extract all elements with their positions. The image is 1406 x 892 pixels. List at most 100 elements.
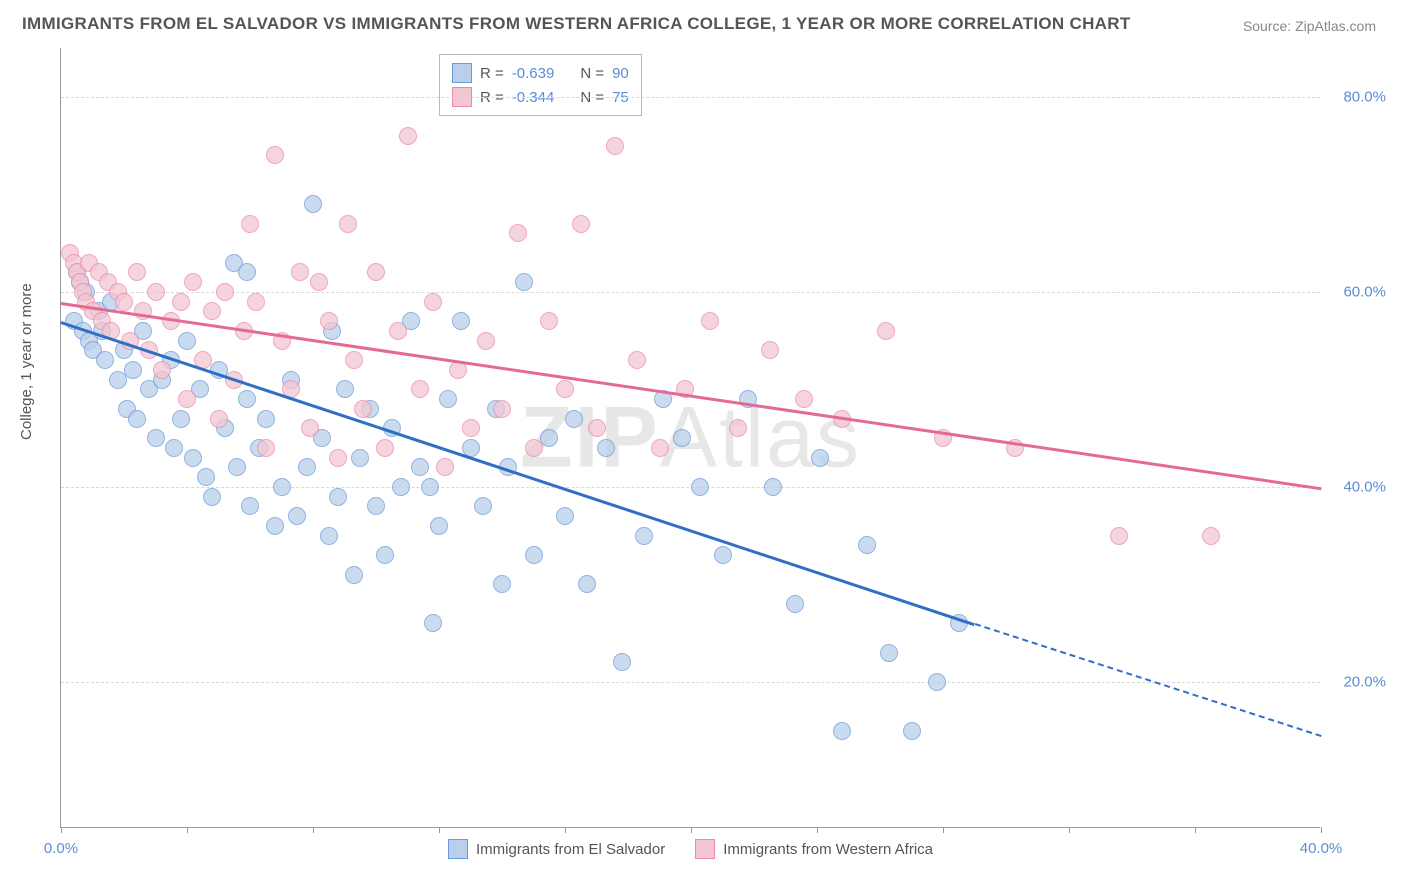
data-point [795, 390, 813, 408]
trend-line-extrapolated [974, 623, 1321, 737]
data-point [764, 478, 782, 496]
data-point [515, 273, 533, 291]
x-tick [1321, 827, 1322, 833]
data-point [288, 507, 306, 525]
data-point [392, 478, 410, 496]
data-point [203, 488, 221, 506]
data-point [474, 497, 492, 515]
x-tick [187, 827, 188, 833]
data-point [556, 507, 574, 525]
data-point [291, 263, 309, 281]
data-point [928, 673, 946, 691]
data-point [241, 215, 259, 233]
data-point [903, 722, 921, 740]
series-legend-2: Immigrants from Western Africa [695, 839, 933, 859]
data-point [877, 322, 895, 340]
data-point [477, 332, 495, 350]
x-tick-label: 40.0% [1300, 840, 1343, 857]
series-name-1: Immigrants from El Salvador [476, 841, 665, 858]
data-point [597, 439, 615, 457]
data-point [257, 439, 275, 457]
series-legend: Immigrants from El Salvador Immigrants f… [61, 839, 1320, 859]
y-axis-title: College, 1 year or more [18, 283, 35, 440]
data-point [651, 439, 669, 457]
data-point [345, 351, 363, 369]
data-point [147, 283, 165, 301]
data-point [165, 439, 183, 457]
data-point [421, 478, 439, 496]
r-value-1: -0.639 [512, 65, 555, 82]
data-point [128, 263, 146, 281]
data-point [880, 644, 898, 662]
source-label: Source: ZipAtlas.com [1243, 18, 1376, 34]
data-point [424, 293, 442, 311]
series-name-2: Immigrants from Western Africa [723, 841, 933, 858]
data-point [178, 390, 196, 408]
data-point [540, 429, 558, 447]
x-tick [943, 827, 944, 833]
data-point [241, 497, 259, 515]
data-point [613, 653, 631, 671]
data-point [376, 546, 394, 564]
x-tick [1195, 827, 1196, 833]
data-point [367, 263, 385, 281]
data-point [210, 410, 228, 428]
data-point [588, 419, 606, 437]
data-point [184, 449, 202, 467]
data-point [147, 429, 165, 447]
data-point [635, 527, 653, 545]
data-point [673, 429, 691, 447]
data-point [424, 614, 442, 632]
data-point [197, 468, 215, 486]
data-point [1110, 527, 1128, 545]
data-point [238, 390, 256, 408]
data-point [172, 293, 190, 311]
data-point [320, 527, 338, 545]
x-tick [61, 827, 62, 833]
data-point [833, 722, 851, 740]
gridline [61, 292, 1320, 293]
data-point [462, 419, 480, 437]
data-point [556, 380, 574, 398]
data-point [257, 410, 275, 428]
data-point [304, 195, 322, 213]
legend-row-1: R = -0.639 N = 90 [452, 61, 629, 85]
data-point [336, 380, 354, 398]
data-point [273, 478, 291, 496]
y-tick-label: 20.0% [1343, 673, 1386, 690]
data-point [172, 410, 190, 428]
chart-title: IMMIGRANTS FROM EL SALVADOR VS IMMIGRANT… [22, 14, 1131, 34]
x-tick [313, 827, 314, 833]
data-point [858, 536, 876, 554]
data-point [628, 351, 646, 369]
legend-swatch-1 [452, 63, 472, 83]
data-point [439, 390, 457, 408]
gridline [61, 97, 1320, 98]
data-point [298, 458, 316, 476]
x-tick [691, 827, 692, 833]
data-point [124, 361, 142, 379]
data-point [320, 312, 338, 330]
data-point [606, 137, 624, 155]
series-swatch-1 [448, 839, 468, 859]
data-point [761, 341, 779, 359]
n-label-1: N = [580, 65, 604, 82]
data-point [247, 293, 265, 311]
data-point [178, 332, 196, 350]
data-point [1202, 527, 1220, 545]
data-point [572, 215, 590, 233]
series-legend-1: Immigrants from El Salvador [448, 839, 665, 859]
data-point [399, 127, 417, 145]
x-tick-label: 0.0% [44, 840, 78, 857]
data-point [411, 458, 429, 476]
data-point [203, 302, 221, 320]
data-point [96, 351, 114, 369]
data-point [184, 273, 202, 291]
data-point [153, 361, 171, 379]
data-point [109, 371, 127, 389]
y-tick-label: 40.0% [1343, 478, 1386, 495]
data-point [367, 497, 385, 515]
data-point [691, 478, 709, 496]
x-tick [1069, 827, 1070, 833]
data-point [411, 380, 429, 398]
